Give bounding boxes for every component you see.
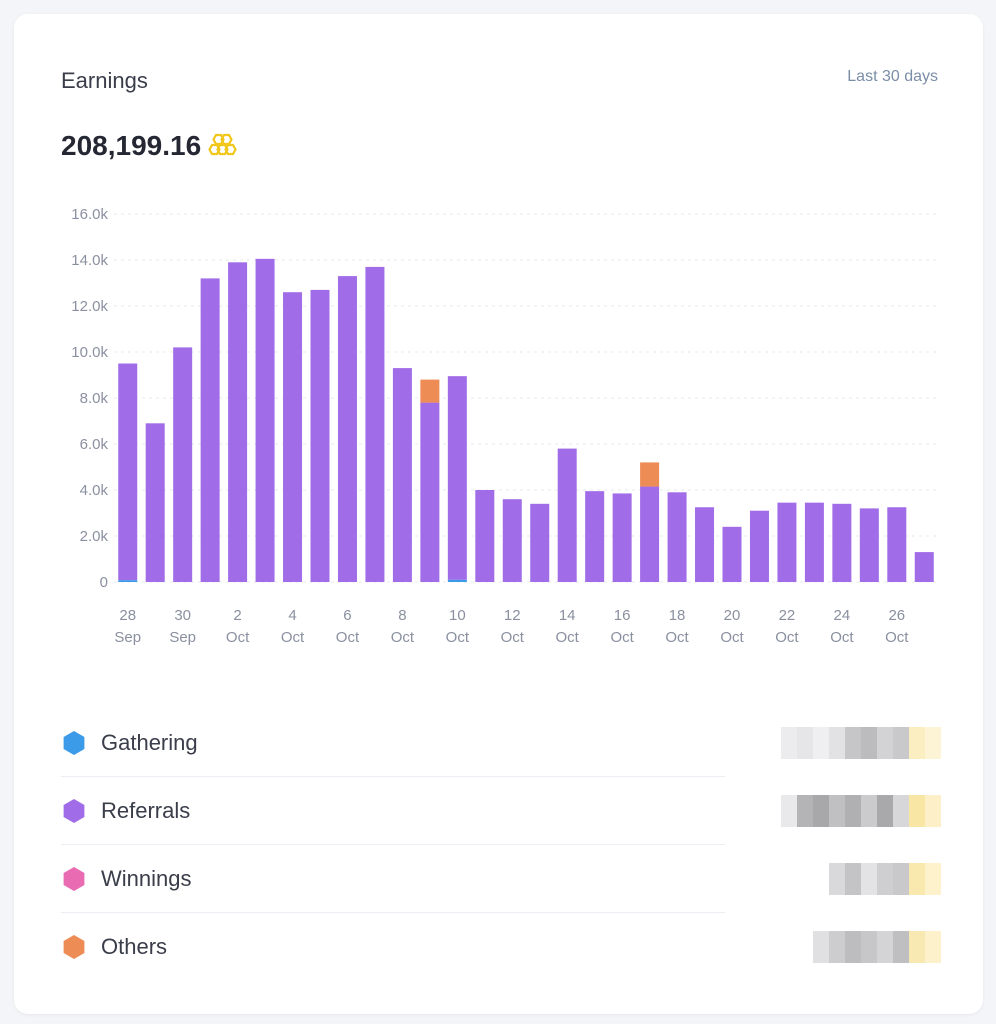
bar-referrals — [859, 508, 879, 582]
x-tick-month: Oct — [281, 629, 305, 646]
bar-referrals — [722, 526, 742, 582]
bar-referrals — [530, 503, 550, 582]
x-tick-month: Oct — [720, 629, 744, 646]
bar-referrals — [447, 376, 467, 580]
x-tick-day: 22 — [779, 607, 796, 624]
y-tick-label: 12.0k — [71, 298, 108, 315]
y-tick-label: 6.0k — [80, 436, 109, 453]
x-tick-day: 20 — [724, 607, 741, 624]
bar-referrals — [475, 490, 495, 582]
bar-referrals — [365, 266, 385, 582]
y-tick-label: 2.0k — [80, 528, 109, 545]
y-tick-label: 10.0k — [71, 344, 108, 361]
bar-gathering — [118, 580, 138, 582]
legend-row-gathering: Gathering — [61, 709, 941, 777]
divider — [61, 844, 725, 845]
x-tick-month: Oct — [336, 629, 360, 646]
y-tick-label: 8.0k — [80, 390, 109, 407]
x-tick-day: 12 — [504, 607, 521, 624]
x-tick-month: Oct — [775, 629, 799, 646]
bar-referrals — [612, 493, 632, 582]
earnings-total: 208,199.16 — [61, 130, 237, 162]
legend-row-winnings: Winnings — [61, 845, 941, 913]
redacted-amount — [813, 931, 941, 963]
redacted-amount — [781, 727, 941, 759]
hexagon-icon — [63, 799, 85, 823]
bar-referrals — [832, 503, 852, 582]
bar-referrals — [118, 363, 138, 581]
x-tick-month: Oct — [391, 629, 415, 646]
legend-row-others: Others — [61, 913, 941, 981]
bar-referrals — [228, 262, 248, 582]
total-value: 208,199.16 — [61, 130, 202, 161]
divider — [61, 776, 725, 777]
y-tick-label: 0 — [100, 574, 108, 591]
divider — [61, 912, 725, 913]
bar-referrals — [887, 507, 907, 582]
x-tick-day: 28 — [119, 607, 136, 624]
bar-referrals — [392, 368, 412, 582]
x-tick-day: 10 — [449, 607, 466, 624]
redacted-amount — [829, 863, 941, 895]
y-tick-label: 14.0k — [71, 252, 108, 269]
bar-referrals — [640, 486, 660, 582]
bar-referrals — [310, 289, 330, 582]
legend-label: Gathering — [101, 730, 198, 755]
x-tick-month: Oct — [226, 629, 250, 646]
x-tick-month: Oct — [501, 629, 525, 646]
bar-referrals — [145, 423, 165, 582]
legend-label: Others — [101, 934, 168, 959]
bar-gathering — [447, 579, 467, 582]
bar-referrals — [585, 491, 605, 582]
bar-referrals — [914, 552, 934, 582]
x-tick-month: Oct — [446, 629, 470, 646]
x-tick-day: 6 — [343, 607, 351, 624]
x-tick-day: 4 — [288, 607, 296, 624]
bar-others — [420, 379, 440, 403]
bar-referrals — [420, 402, 440, 582]
hexagon-icon — [63, 935, 85, 959]
bar-others — [640, 462, 660, 487]
x-tick-day: 14 — [559, 607, 576, 624]
date-range-selector[interactable]: Last 30 days — [847, 68, 938, 85]
legend-label: Winnings — [101, 866, 192, 891]
x-tick-month: Oct — [830, 629, 854, 646]
x-tick-month: Sep — [114, 629, 141, 646]
bar-referrals — [695, 507, 715, 582]
x-tick-day: 8 — [398, 607, 406, 624]
x-tick-month: Sep — [169, 629, 196, 646]
y-tick-label: 16.0k — [71, 206, 108, 223]
bar-referrals — [804, 502, 824, 582]
x-tick-day: 2 — [233, 607, 241, 624]
bar-referrals — [283, 292, 303, 582]
x-tick-month: Oct — [556, 629, 580, 646]
legend-label: Referrals — [101, 798, 191, 823]
card-title: Earnings — [61, 68, 148, 93]
x-tick-month: Oct — [665, 629, 689, 646]
legend-row-referrals: Referrals — [61, 777, 941, 845]
bar-referrals — [749, 510, 769, 582]
bar-referrals — [777, 502, 797, 582]
x-tick-day: 26 — [888, 607, 905, 624]
bar-referrals — [502, 499, 522, 582]
hexagon-icon — [63, 731, 85, 755]
bar-referrals — [200, 278, 220, 582]
earnings-legend: Gathering Referrals Winnings Others — [61, 709, 941, 981]
bar-referrals — [667, 492, 687, 582]
hexagon-icon — [63, 867, 85, 891]
earnings-bar-chart: 02.0k4.0k6.0k8.0k10.0k12.0k14.0k16.0k28S… — [71, 206, 938, 646]
bar-referrals — [255, 258, 275, 582]
redacted-amount — [781, 795, 941, 827]
x-tick-month: Oct — [885, 629, 909, 646]
bar-referrals — [557, 448, 577, 582]
x-tick-day: 24 — [834, 607, 851, 624]
x-tick-day: 16 — [614, 607, 631, 624]
honeycomb-coin-icon — [208, 133, 237, 156]
bar-referrals — [337, 276, 357, 582]
x-tick-month: Oct — [610, 629, 634, 646]
bar-referrals — [173, 347, 193, 582]
y-tick-label: 4.0k — [80, 482, 109, 499]
x-tick-day: 30 — [174, 607, 191, 624]
x-tick-day: 18 — [669, 607, 686, 624]
